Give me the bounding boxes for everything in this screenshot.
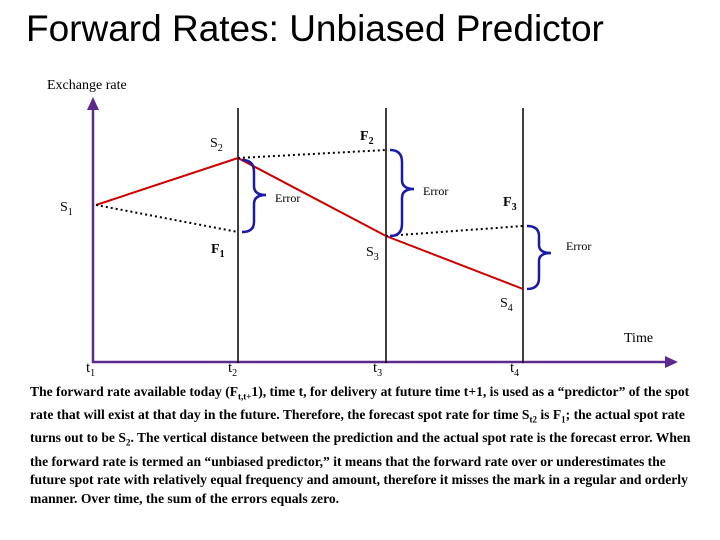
error-bracket-1 (241, 158, 267, 234)
forward-f1-line (95, 204, 239, 233)
slide-title: Forward Rates: Unbiased Predictor (26, 8, 604, 49)
y-axis-arrow (87, 97, 99, 110)
time-label-t2: t2 (228, 360, 238, 379)
forward-f2-line (237, 149, 387, 159)
label-s3: S3 (366, 245, 379, 263)
x-axis-label: Time (624, 331, 654, 346)
error-label-3: Error (566, 239, 592, 253)
error-bracket-3 (526, 224, 552, 291)
label-f1: F1 (211, 242, 225, 260)
error-label-1: Error (275, 191, 301, 205)
explanation-text: The forward rate available today (Ft,t+1… (30, 384, 691, 506)
time-label-t1: t1 (86, 360, 96, 379)
y-axis-label: Exchange rate (47, 78, 127, 93)
time-label-t4: t4 (510, 360, 520, 379)
x-axis-arrow (665, 356, 678, 368)
label-s1: S1 (60, 200, 73, 218)
label-s2: S2 (210, 136, 223, 154)
label-f3: F3 (503, 195, 517, 213)
error-bracket-2 (389, 148, 415, 238)
label-s4: S4 (500, 296, 513, 314)
time-label-t3: t3 (373, 360, 383, 379)
spot-rate-line (95, 156, 524, 290)
forward-f3-line (385, 225, 524, 237)
error-label-2: Error (423, 184, 449, 198)
label-f2: F2 (360, 129, 374, 147)
